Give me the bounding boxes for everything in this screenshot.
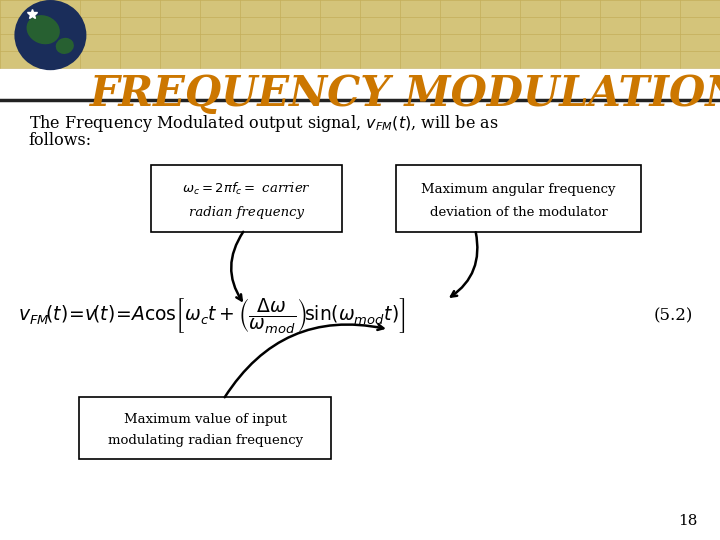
FancyBboxPatch shape (79, 397, 331, 459)
FancyBboxPatch shape (151, 165, 342, 232)
Text: (5.2): (5.2) (654, 307, 693, 325)
Text: radian frequency: radian frequency (189, 206, 304, 219)
Text: follows:: follows: (29, 132, 92, 149)
Ellipse shape (27, 15, 60, 44)
Text: 18: 18 (678, 514, 697, 528)
FancyBboxPatch shape (396, 165, 641, 232)
Ellipse shape (14, 0, 86, 70)
Text: Maximum value of input: Maximum value of input (124, 413, 287, 426)
Text: $\omega_c = 2\pi f_c =$ carrier: $\omega_c = 2\pi f_c =$ carrier (182, 181, 311, 197)
Text: modulating radian frequency: modulating radian frequency (107, 434, 303, 447)
Text: Maximum angular frequency: Maximum angular frequency (421, 183, 616, 195)
Text: The Frequency Modulated output signal, $v_{FM}\left(t\right)$, will be as: The Frequency Modulated output signal, $… (29, 113, 498, 134)
Bar (0, 0, 720, 68)
Text: FREQUENCY MODULATION - 3: FREQUENCY MODULATION - 3 (90, 73, 720, 115)
Text: deviation of the modulator: deviation of the modulator (430, 206, 607, 219)
Ellipse shape (55, 38, 74, 54)
Text: $v_{FM}\!\left(t\right)\!=\! v\!\left(t\right)\!=\! A\cos\!\left[\omega_c t + \l: $v_{FM}\!\left(t\right)\!=\! v\!\left(t\… (18, 296, 405, 335)
